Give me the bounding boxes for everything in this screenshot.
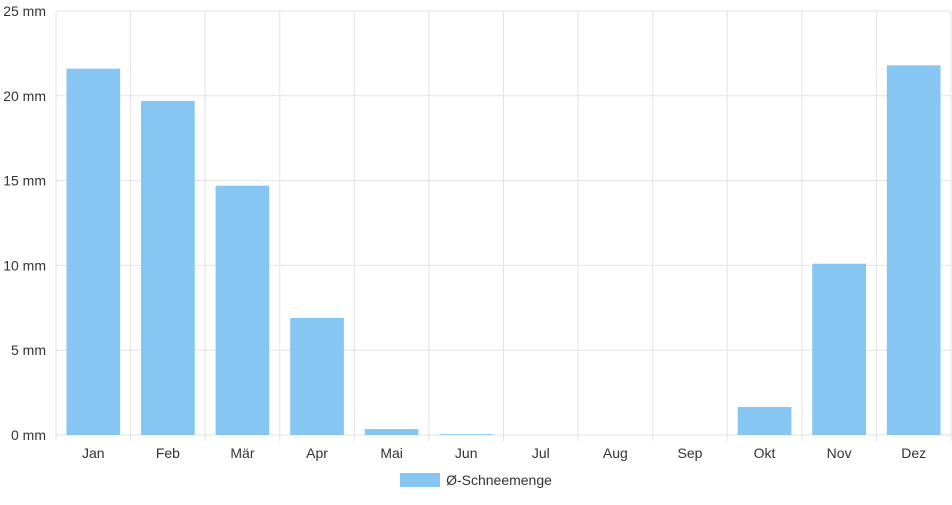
bar-jun[interactable] [439,434,494,435]
bars [66,65,941,435]
y-tick-label: 10 mm [3,257,46,273]
bar-mär[interactable] [215,185,270,435]
y-tick-label: 20 mm [3,88,46,104]
y-tick-label: 25 mm [3,3,46,19]
bar-feb[interactable] [141,100,195,435]
y-tick-label: 0 mm [11,427,46,443]
x-tick-label: Jun [455,445,478,461]
bar-okt[interactable] [737,407,792,435]
x-tick-label: Sep [677,445,702,461]
bar-jan[interactable] [66,68,121,435]
grid-lines [55,10,952,441]
x-tick-label: Dez [901,445,926,461]
x-tick-label: Aug [603,445,628,461]
y-tick-label: 5 mm [11,342,46,358]
x-tick-label: Jan [82,445,105,461]
bar-mai[interactable] [364,429,419,435]
x-tick-label: Okt [754,445,776,461]
bar-dez[interactable] [886,65,941,435]
x-tick-label: Mai [380,445,403,461]
x-tick-label: Apr [306,445,328,461]
legend-label: Ø-Schneemenge [446,472,552,488]
x-tick-label: Feb [156,445,180,461]
bar-nov[interactable] [812,263,866,435]
tick-labels: 0 mm 5 mm 10 mm 15 mm 20 mm 25 mm Jan Feb Mär Apr… [3,3,926,461]
x-tick-label: Nov [827,445,852,461]
x-tick-label: Jul [532,445,550,461]
legend[interactable]: Ø-Schneemenge [0,472,952,488]
bar-apr[interactable] [290,317,344,435]
x-tick-label: Mär [230,445,254,461]
y-tick-label: 15 mm [3,173,46,189]
legend-swatch [400,473,441,487]
